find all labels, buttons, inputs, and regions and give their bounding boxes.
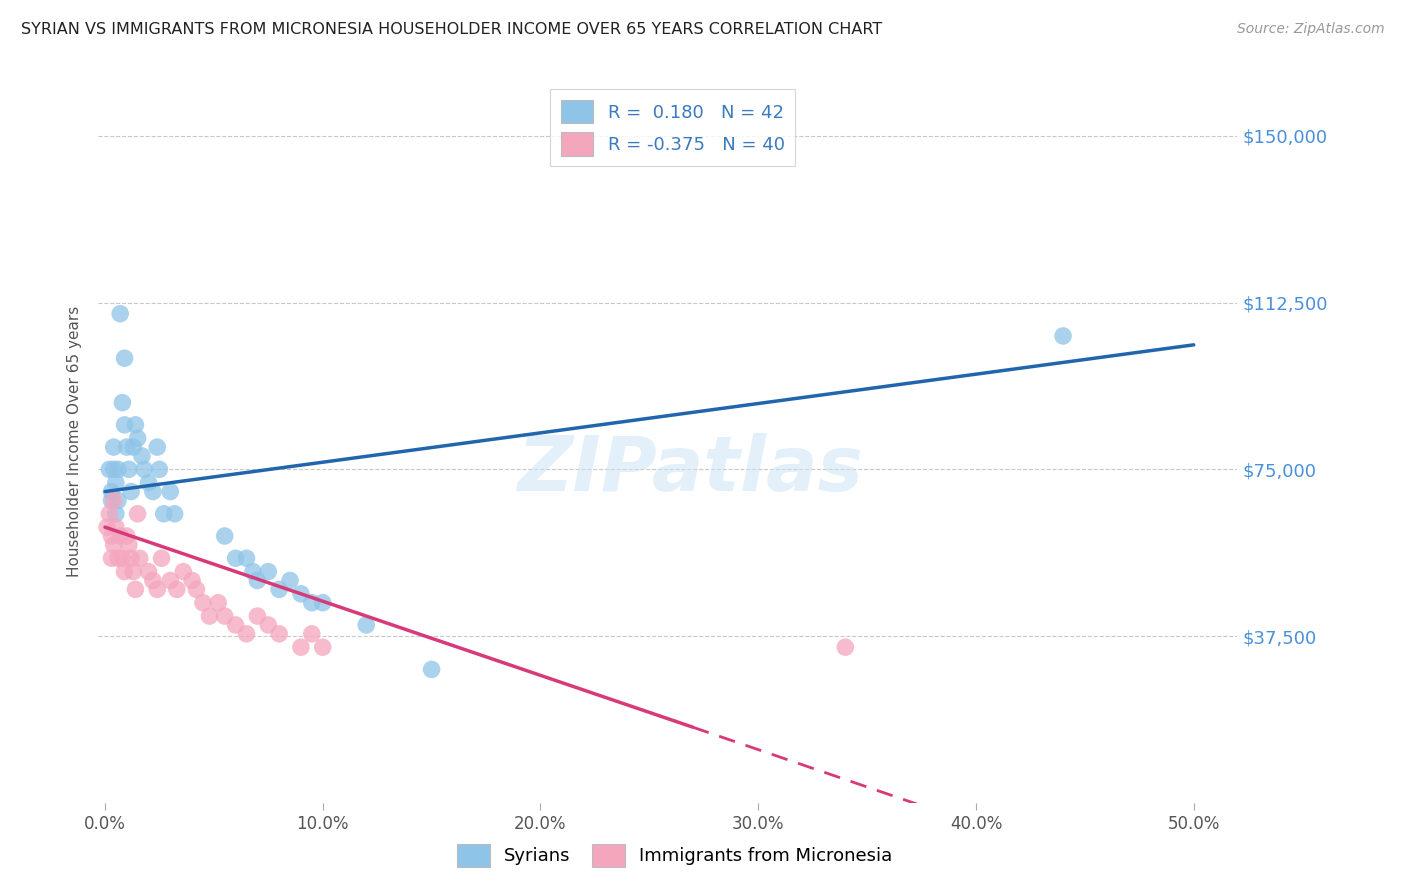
Point xyxy=(290,640,312,655)
Point xyxy=(186,582,208,597)
Point xyxy=(225,618,247,632)
Point xyxy=(214,529,236,543)
Point xyxy=(242,565,264,579)
Point xyxy=(111,395,134,409)
Point xyxy=(207,596,229,610)
Point xyxy=(354,618,377,632)
Point xyxy=(235,627,257,641)
Point xyxy=(115,529,138,543)
Point xyxy=(114,417,136,432)
Point xyxy=(124,417,146,432)
Text: SYRIAN VS IMMIGRANTS FROM MICRONESIA HOUSEHOLDER INCOME OVER 65 YEARS CORRELATIO: SYRIAN VS IMMIGRANTS FROM MICRONESIA HOU… xyxy=(21,22,883,37)
Point xyxy=(114,565,136,579)
Point xyxy=(104,475,127,490)
Point xyxy=(127,431,149,445)
Text: ZIPatlas: ZIPatlas xyxy=(517,434,863,508)
Point xyxy=(257,565,280,579)
Point xyxy=(1052,329,1074,343)
Point xyxy=(150,551,173,566)
Point xyxy=(122,440,145,454)
Point xyxy=(301,596,323,610)
Point xyxy=(257,618,280,632)
Point xyxy=(420,662,443,676)
Point xyxy=(269,627,291,641)
Point xyxy=(118,462,141,476)
Point xyxy=(96,520,118,534)
Point xyxy=(290,587,312,601)
Point xyxy=(131,449,153,463)
Point xyxy=(103,538,125,552)
Point xyxy=(108,307,131,321)
Point xyxy=(163,507,186,521)
Point xyxy=(100,551,122,566)
Point xyxy=(172,565,194,579)
Point xyxy=(312,596,335,610)
Point xyxy=(114,351,136,366)
Point xyxy=(108,529,131,543)
Point xyxy=(235,551,257,566)
Legend: R =  0.180   N = 42, R = -0.375   N = 40: R = 0.180 N = 42, R = -0.375 N = 40 xyxy=(550,89,796,167)
Point xyxy=(159,574,181,588)
Point xyxy=(142,574,165,588)
Point xyxy=(214,609,236,624)
Point xyxy=(312,640,335,655)
Point xyxy=(100,529,122,543)
Point xyxy=(166,582,188,597)
Point xyxy=(146,582,169,597)
Point xyxy=(120,551,142,566)
Point xyxy=(118,538,141,552)
Point xyxy=(142,484,165,499)
Point xyxy=(100,484,122,499)
Point xyxy=(278,574,301,588)
Point xyxy=(128,551,150,566)
Point xyxy=(107,551,129,566)
Point xyxy=(103,440,125,454)
Point xyxy=(104,520,127,534)
Point xyxy=(301,627,323,641)
Point xyxy=(103,493,125,508)
Point xyxy=(148,462,170,476)
Point xyxy=(834,640,856,655)
Point xyxy=(246,574,269,588)
Point xyxy=(246,609,269,624)
Point xyxy=(152,507,174,521)
Point xyxy=(103,462,125,476)
Point xyxy=(104,507,127,521)
Legend: Syrians, Immigrants from Micronesia: Syrians, Immigrants from Micronesia xyxy=(450,837,900,874)
Point xyxy=(138,475,160,490)
Point xyxy=(100,493,122,508)
Point xyxy=(138,565,160,579)
Point xyxy=(134,462,156,476)
Y-axis label: Householder Income Over 65 years: Householder Income Over 65 years xyxy=(67,306,83,577)
Point xyxy=(269,582,291,597)
Point xyxy=(198,609,221,624)
Point xyxy=(146,440,169,454)
Point xyxy=(111,551,134,566)
Point xyxy=(127,507,149,521)
Point xyxy=(122,565,145,579)
Point xyxy=(98,507,121,521)
Point xyxy=(98,462,121,476)
Point xyxy=(181,574,204,588)
Point xyxy=(120,484,142,499)
Point xyxy=(191,596,214,610)
Point xyxy=(124,582,146,597)
Point xyxy=(107,462,129,476)
Point xyxy=(107,493,129,508)
Point xyxy=(159,484,181,499)
Text: Source: ZipAtlas.com: Source: ZipAtlas.com xyxy=(1237,22,1385,37)
Point xyxy=(115,440,138,454)
Point xyxy=(225,551,247,566)
